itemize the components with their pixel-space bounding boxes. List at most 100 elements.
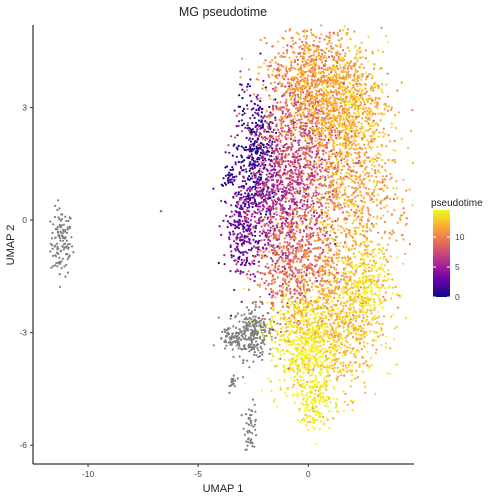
scatter-point — [280, 122, 283, 125]
scatter-point — [337, 57, 341, 60]
scatter-point — [257, 184, 260, 187]
scatter-point — [250, 130, 253, 133]
scatter-point — [317, 100, 320, 103]
scatter-point — [280, 199, 283, 202]
scatter-point — [263, 338, 266, 341]
scatter-point — [308, 51, 311, 54]
scatter-point — [271, 183, 274, 186]
scatter-point — [320, 176, 323, 179]
scatter-point — [274, 174, 277, 177]
scatter-point — [236, 312, 239, 315]
scatter-point — [350, 144, 353, 147]
scatter-point — [270, 301, 273, 304]
scatter-point — [288, 274, 291, 277]
scatter-point — [61, 228, 65, 231]
scatter-point — [290, 176, 293, 179]
scatter-point — [264, 152, 267, 156]
scatter-point — [228, 151, 231, 154]
scatter-point — [242, 195, 245, 198]
scatter-point — [360, 93, 364, 96]
scatter-point — [309, 84, 312, 87]
scatter-point — [308, 105, 311, 108]
scatter-point — [268, 193, 272, 196]
scatter-point — [268, 105, 271, 109]
scatter-point — [272, 195, 275, 199]
scatter-point — [269, 169, 272, 172]
scatter-point — [409, 129, 412, 133]
scatter-point — [349, 119, 352, 122]
scatter-point — [274, 189, 277, 192]
scatter-point — [245, 259, 249, 263]
scatter-point — [308, 101, 311, 104]
scatter-point — [257, 191, 260, 194]
scatter-point — [266, 312, 269, 315]
scatter-point — [348, 98, 351, 101]
scatter-point — [237, 250, 240, 253]
scatter-point — [290, 229, 293, 232]
scatter-point — [253, 230, 257, 233]
scatter-point — [313, 179, 316, 182]
scatter-point — [294, 82, 297, 85]
scatter-point — [339, 225, 342, 228]
scatter-point — [217, 316, 220, 319]
scatter-point — [296, 215, 300, 218]
scatter-point — [218, 225, 221, 228]
scatter-point — [350, 65, 353, 68]
scatter-point — [266, 229, 269, 232]
scatter-point — [376, 169, 380, 172]
scatter-point — [322, 121, 325, 124]
scatter-point — [355, 125, 358, 128]
scatter-point — [335, 93, 338, 96]
scatter-point — [315, 191, 318, 194]
scatter-point — [274, 161, 278, 164]
scatter-point — [334, 164, 337, 167]
scatter-point — [373, 165, 376, 168]
scatter-point — [371, 50, 374, 53]
scatter-point — [362, 194, 365, 197]
scatter-point — [285, 286, 288, 290]
scatter-point — [265, 89, 268, 92]
scatter-point — [262, 228, 265, 231]
scatter-point — [271, 149, 274, 152]
scatter-point — [314, 75, 317, 78]
scatter-point — [305, 238, 308, 241]
scatter-point — [276, 311, 279, 314]
scatter-point — [339, 57, 342, 60]
scatter-point — [61, 257, 64, 260]
scatter-point — [289, 206, 292, 209]
scatter-point — [280, 163, 283, 166]
scatter-point — [276, 187, 279, 190]
scatter-point — [322, 248, 325, 251]
scatter-point — [267, 179, 270, 182]
scatter-point — [53, 264, 57, 267]
scatter-point — [322, 270, 325, 273]
scatter-point — [258, 170, 261, 174]
scatter-point — [326, 223, 329, 226]
scatter-point — [277, 68, 280, 71]
scatter-point — [312, 247, 315, 250]
scatter-point — [296, 109, 300, 112]
scatter-point — [327, 295, 330, 298]
scatter-point — [329, 242, 332, 245]
scatter-point — [354, 269, 357, 272]
scatter-point — [310, 91, 313, 94]
scatter-point — [292, 195, 295, 198]
scatter-point — [328, 67, 331, 70]
scatter-point — [247, 195, 250, 198]
scatter-point — [303, 114, 306, 117]
scatter-point — [258, 105, 262, 108]
scatter-point — [320, 80, 323, 83]
scatter-point — [287, 124, 290, 127]
scatter-point — [267, 241, 270, 245]
scatter-point — [328, 36, 331, 40]
scatter-point — [351, 121, 354, 124]
scatter-point — [380, 112, 383, 115]
scatter-point — [302, 35, 306, 38]
scatter-point — [323, 76, 326, 79]
scatter-point — [290, 102, 293, 105]
scatter-point — [256, 347, 259, 350]
scatter-point — [329, 45, 333, 48]
scatter-point — [279, 187, 282, 190]
scatter-point — [298, 71, 301, 74]
scatter-point — [335, 53, 338, 57]
